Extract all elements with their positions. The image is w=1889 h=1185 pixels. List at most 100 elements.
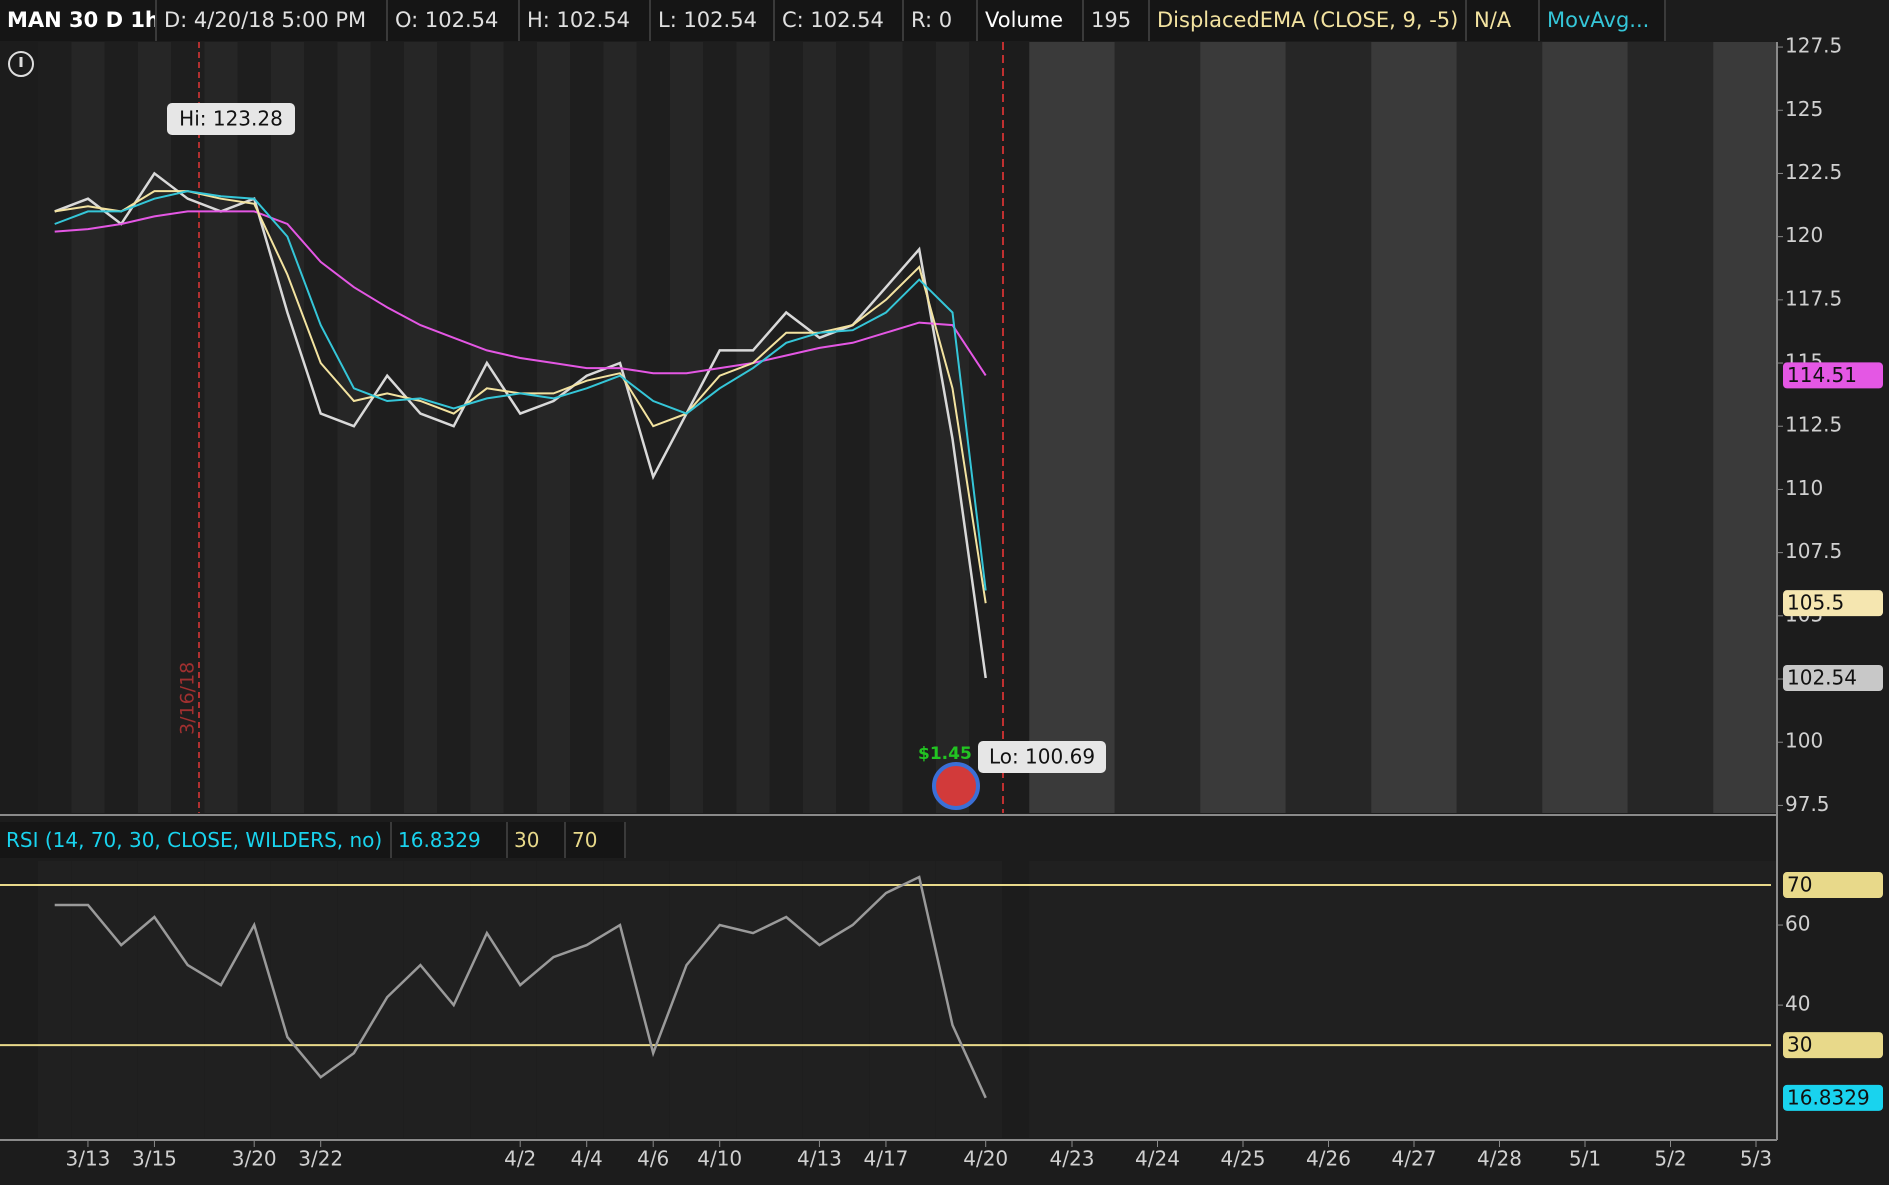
range-field: R: 0 (904, 0, 978, 41)
x-tick-label: 3/13 (65, 1147, 110, 1171)
rsi-title[interactable]: RSI (14, 70, 30, CLOSE, WILDERS, no) (0, 822, 392, 858)
price-badge (1783, 1032, 1883, 1059)
column-stripe (104, 861, 138, 1138)
column-stripe (969, 861, 1003, 1138)
column-stripe (1627, 42, 1714, 813)
annotation: $1.45 (918, 744, 972, 764)
volume-field: 195 (1084, 0, 1150, 41)
column-stripe (1285, 42, 1372, 813)
column-stripe (570, 42, 604, 813)
rsi-level: 70 (566, 822, 626, 858)
column-stripe (603, 42, 637, 813)
legend-entry[interactable]: DisplacedEMA (CLOSE, 9, -5) (1150, 0, 1467, 41)
rsi-level: 30 (508, 822, 566, 858)
column-stripe (736, 861, 770, 1138)
y-tick-label: 125 (1785, 97, 1823, 121)
y-tick-label: 112.5 (1785, 413, 1842, 437)
x-tick-label: 4/25 (1221, 1147, 1266, 1171)
column-stripe (636, 861, 670, 1138)
annotation: 3/16/18 (177, 662, 199, 735)
price-badge (1783, 665, 1883, 692)
column-stripe (270, 42, 305, 813)
column-stripe (403, 861, 438, 1138)
ema-value: N/A (1467, 0, 1540, 41)
x-tick-label: 4/20 (963, 1147, 1008, 1171)
column-stripe (470, 861, 504, 1138)
column-stripe (304, 861, 338, 1138)
column-stripe (38, 42, 72, 813)
column-stripe (71, 861, 105, 1138)
x-tick-label: 4/6 (637, 1147, 669, 1171)
column-stripe (536, 861, 571, 1138)
x-tick-label: 4/13 (797, 1147, 842, 1171)
y-tick-label: 97.5 (1785, 792, 1830, 816)
column-stripe (304, 42, 338, 813)
low-field: L: 102.54 (651, 0, 775, 41)
column-stripe (137, 42, 172, 813)
y-tick-label: 110 (1785, 476, 1823, 500)
legend-entry[interactable]: MovAvg... (1540, 0, 1666, 41)
column-stripe (902, 861, 936, 1138)
column-stripe (836, 861, 870, 1138)
open-field: O: 102.54 (388, 0, 520, 41)
series-line (54, 171, 987, 679)
column-stripe (802, 861, 837, 1138)
price-badge-label: 105.5 (1787, 591, 1844, 615)
close-field: C: 102.54 (775, 0, 904, 41)
column-stripe (1285, 861, 1372, 1138)
price-badge-label: 30 (1787, 1033, 1812, 1057)
symbol[interactable]: MAN 30 D 1h (0, 0, 157, 41)
x-tick-label: 4/10 (697, 1147, 742, 1171)
y-tick-label: 40 (1785, 992, 1810, 1016)
column-stripe (769, 42, 803, 813)
column-stripe (935, 861, 970, 1138)
column-stripe (437, 861, 471, 1138)
x-tick-label: 3/15 (132, 1147, 177, 1171)
y-tick-label: 60 (1785, 912, 1810, 936)
column-stripe (869, 42, 903, 813)
price-badge-label: 16.8329 (1787, 1085, 1870, 1109)
annotation-box (978, 741, 1106, 773)
column-stripe (1114, 42, 1201, 813)
column-stripe (902, 42, 936, 813)
price-badge (1783, 362, 1883, 389)
column-stripe (703, 42, 737, 813)
column-stripe (969, 42, 1003, 813)
x-tick-label: 3/22 (298, 1147, 343, 1171)
date-field: D: 4/20/18 5:00 PM (157, 0, 388, 41)
y-tick-label: 120 (1785, 223, 1823, 247)
column-stripe (1200, 42, 1286, 813)
annotation: Hi: 123.28 (179, 107, 283, 131)
column-stripe (403, 42, 438, 813)
column-stripe (1029, 861, 1115, 1138)
rsi-value: 16.8329 (392, 822, 508, 858)
column-stripe (636, 42, 670, 813)
x-tick-label: 4/24 (1135, 1147, 1180, 1171)
x-tick-label: 3/20 (232, 1147, 277, 1171)
column-stripe (536, 42, 571, 813)
column-stripe (237, 42, 271, 813)
column-stripe (137, 861, 172, 1138)
x-tick-label: 5/1 (1569, 1147, 1601, 1171)
y-tick-label: 117.5 (1785, 286, 1842, 310)
column-stripe (204, 42, 238, 813)
column-stripe (1542, 861, 1628, 1138)
column-stripe (337, 861, 371, 1138)
series-line (54, 875, 987, 1099)
column-stripe (1371, 42, 1457, 813)
column-stripe (171, 861, 205, 1138)
price-badge-label: 114.51 (1787, 363, 1857, 387)
price-badge-label: 102.54 (1787, 666, 1857, 690)
alert-icon (8, 51, 34, 77)
column-stripe (603, 861, 637, 1138)
column-stripe (1456, 861, 1543, 1138)
x-tick-label: 4/27 (1392, 1147, 1437, 1171)
annotation-box (167, 103, 295, 135)
series-line (54, 190, 987, 591)
price-badge (1783, 1084, 1883, 1111)
high-field: H: 102.54 (520, 0, 651, 41)
column-stripe (570, 861, 604, 1138)
x-tick-label: 5/2 (1654, 1147, 1686, 1171)
y-tick-label: 122.5 (1785, 160, 1842, 184)
volume-label: Volume (978, 0, 1084, 41)
